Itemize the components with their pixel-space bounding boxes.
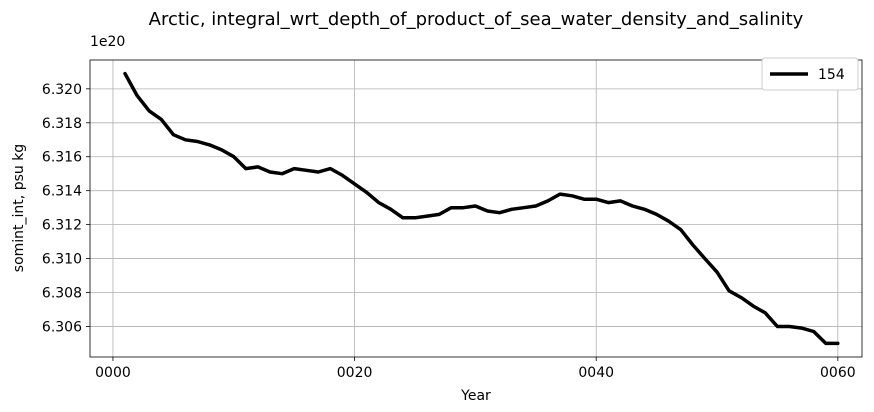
plot-frame (89, 59, 863, 358)
legend-label: 154 (818, 67, 845, 83)
y-tick-label: 6.308 (42, 286, 82, 302)
y-tick-label: 6.318 (42, 116, 82, 132)
series-lines (123, 71, 840, 346)
grid (90, 60, 862, 357)
y-tick-label: 6.320 (42, 82, 82, 98)
legend: 154 (761, 57, 859, 91)
y-axis-label: somint_int, psu kg (11, 144, 27, 272)
x-axis-label: Year (460, 388, 491, 404)
y-tick-label: 6.306 (42, 319, 82, 335)
x-tick-label: 0040 (578, 365, 614, 381)
y-tick-label: 6.314 (42, 184, 82, 200)
y-tick-label: 6.316 (42, 150, 82, 166)
x-tick-label: 0060 (820, 365, 856, 381)
chart-title: Arctic, integral_wrt_depth_of_product_of… (149, 9, 804, 30)
legend-box (761, 57, 859, 91)
y-offset-label: 1e20 (90, 34, 125, 50)
x-axis-ticks: 0000 0020 0040 0060 (95, 357, 856, 381)
y-tick-label: 6.310 (42, 252, 82, 268)
x-tick-label: 0020 (337, 365, 373, 381)
y-axis-ticks: 6.306 6.308 6.310 6.312 6.314 6.316 6.318 6.320 (42, 82, 90, 335)
x-tick-label: 0000 (95, 365, 131, 381)
series-line-154 (123, 71, 840, 346)
y-tick-label: 6.312 (42, 218, 82, 234)
